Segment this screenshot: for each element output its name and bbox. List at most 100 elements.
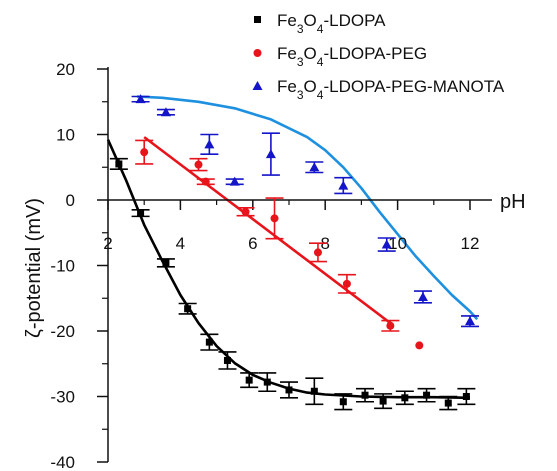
square-marker bbox=[137, 209, 145, 217]
legend-label: Fe3O4-LDOPA bbox=[277, 11, 386, 36]
square-marker bbox=[423, 391, 431, 399]
data-point bbox=[305, 161, 324, 174]
triangle-marker bbox=[135, 94, 146, 104]
data-point bbox=[156, 107, 175, 117]
legend-item-3: Fe3O4-LDOPA-PEG-MANOTA bbox=[252, 77, 505, 102]
square-marker bbox=[401, 394, 409, 402]
data-point bbox=[374, 393, 393, 410]
circle-marker bbox=[241, 207, 250, 216]
circle-marker bbox=[140, 148, 149, 157]
square-marker bbox=[115, 160, 123, 168]
y-tick-label: 0 bbox=[66, 191, 75, 210]
y-tick-label: -10 bbox=[50, 257, 75, 276]
x-tick-label: 12 bbox=[461, 234, 480, 253]
y-tick-label: -20 bbox=[50, 322, 75, 341]
data-point bbox=[135, 139, 154, 165]
data-point bbox=[240, 372, 259, 389]
data-point bbox=[236, 207, 255, 217]
legend: Fe3O4-LDOPA Fe3O4-LDOPA-PEG Fe3O4-LDOPA-PE… bbox=[252, 11, 505, 102]
data-point bbox=[439, 395, 458, 411]
x-tick-label: 6 bbox=[248, 234, 257, 253]
data-point bbox=[305, 377, 324, 406]
data-point bbox=[461, 315, 479, 328]
legend-marker bbox=[254, 16, 261, 23]
data-point bbox=[395, 390, 414, 406]
y-tick-label: -40 bbox=[50, 453, 75, 471]
y-tick-label: 10 bbox=[56, 126, 75, 145]
y-tick-label: 20 bbox=[56, 60, 75, 79]
data-points bbox=[109, 94, 479, 411]
data-point bbox=[258, 372, 277, 393]
data-point bbox=[218, 351, 237, 370]
fit-curve-2 bbox=[143, 136, 392, 325]
data-point bbox=[196, 177, 215, 186]
data-point bbox=[413, 290, 432, 304]
data-point bbox=[417, 387, 436, 403]
data-point bbox=[225, 176, 244, 186]
x-axis-title: pH bbox=[500, 191, 526, 213]
data-point bbox=[156, 258, 175, 268]
triangle-marker bbox=[309, 162, 320, 172]
square-marker bbox=[379, 397, 387, 405]
data-point bbox=[178, 302, 197, 315]
legend-item-1: Fe3O4-LDOPA bbox=[254, 11, 386, 36]
square-marker bbox=[339, 398, 347, 406]
square-marker bbox=[223, 356, 231, 364]
data-point bbox=[356, 387, 375, 403]
data-point bbox=[200, 333, 219, 351]
data-point bbox=[265, 197, 284, 240]
circle-marker bbox=[194, 160, 203, 169]
data-point bbox=[334, 393, 353, 411]
data-point bbox=[381, 319, 400, 332]
x-ticks: 2 4 6 8 10 12 bbox=[103, 200, 479, 253]
square-marker bbox=[205, 338, 213, 346]
data-point bbox=[308, 242, 327, 263]
legend-marker bbox=[252, 81, 263, 90]
y-tick-label: -30 bbox=[50, 388, 75, 407]
legend-marker bbox=[253, 49, 262, 57]
data-point bbox=[131, 209, 150, 218]
x-tick-label: 10 bbox=[388, 234, 407, 253]
data-point bbox=[457, 387, 476, 406]
data-point bbox=[334, 176, 353, 195]
square-marker bbox=[263, 378, 271, 386]
data-point bbox=[280, 381, 298, 399]
data-point bbox=[261, 132, 280, 176]
legend-label: Fe3O4-LDOPA-PEG-MANOTA bbox=[277, 77, 505, 102]
data-point bbox=[131, 94, 150, 104]
legend-item-2: Fe3O4-LDOPA-PEG bbox=[253, 44, 427, 69]
circle-marker bbox=[415, 341, 424, 350]
triangle-marker bbox=[265, 149, 276, 159]
fit-curve-3 bbox=[136, 95, 479, 321]
square-marker bbox=[285, 386, 293, 394]
y-axis-title: ζ-potential (mV) bbox=[23, 198, 45, 338]
triangle-marker bbox=[160, 107, 171, 117]
data-point bbox=[189, 157, 208, 172]
data-point bbox=[200, 133, 219, 155]
data-point bbox=[377, 237, 396, 252]
square-marker bbox=[162, 259, 170, 267]
data-point bbox=[415, 341, 424, 350]
circle-marker bbox=[270, 214, 279, 223]
data-point bbox=[337, 273, 356, 294]
triangle-marker bbox=[381, 239, 392, 249]
circle-marker bbox=[342, 279, 351, 288]
square-marker bbox=[310, 387, 318, 395]
square-marker bbox=[245, 376, 253, 384]
square-marker bbox=[361, 391, 369, 399]
data-point bbox=[109, 157, 128, 171]
x-tick-label: 2 bbox=[103, 234, 112, 253]
fit-curves bbox=[106, 95, 479, 400]
triangle-marker bbox=[417, 291, 428, 301]
square-marker bbox=[184, 305, 192, 313]
square-marker bbox=[444, 399, 452, 407]
square-marker bbox=[462, 393, 470, 400]
x-tick-label: 4 bbox=[176, 234, 185, 253]
triangle-marker bbox=[338, 180, 349, 190]
circle-marker bbox=[386, 321, 395, 330]
legend-label: Fe3O4-LDOPA-PEG bbox=[277, 44, 427, 69]
y-ticks: 20 10 0 -10 -20 -30 -40 bbox=[50, 60, 108, 471]
